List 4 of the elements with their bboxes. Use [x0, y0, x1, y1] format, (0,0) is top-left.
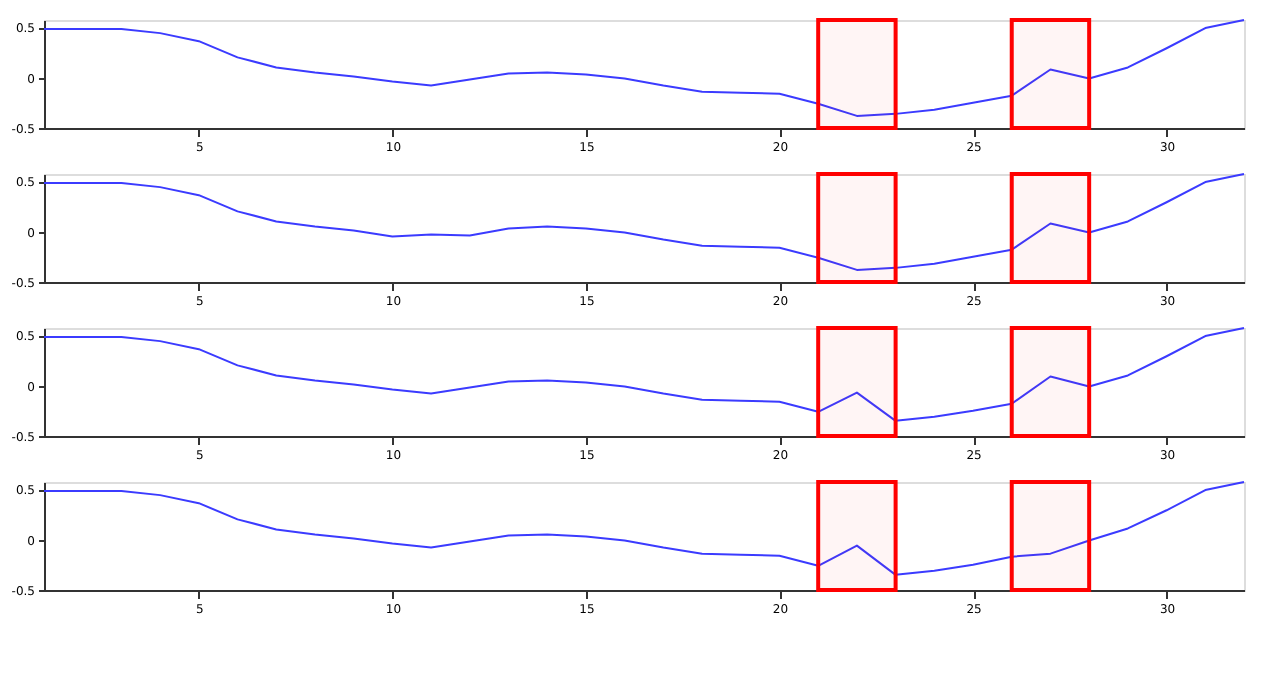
line-series [43, 327, 1245, 422]
line-series [43, 19, 1245, 117]
line-series [43, 173, 1245, 271]
line-series [43, 481, 1245, 576]
